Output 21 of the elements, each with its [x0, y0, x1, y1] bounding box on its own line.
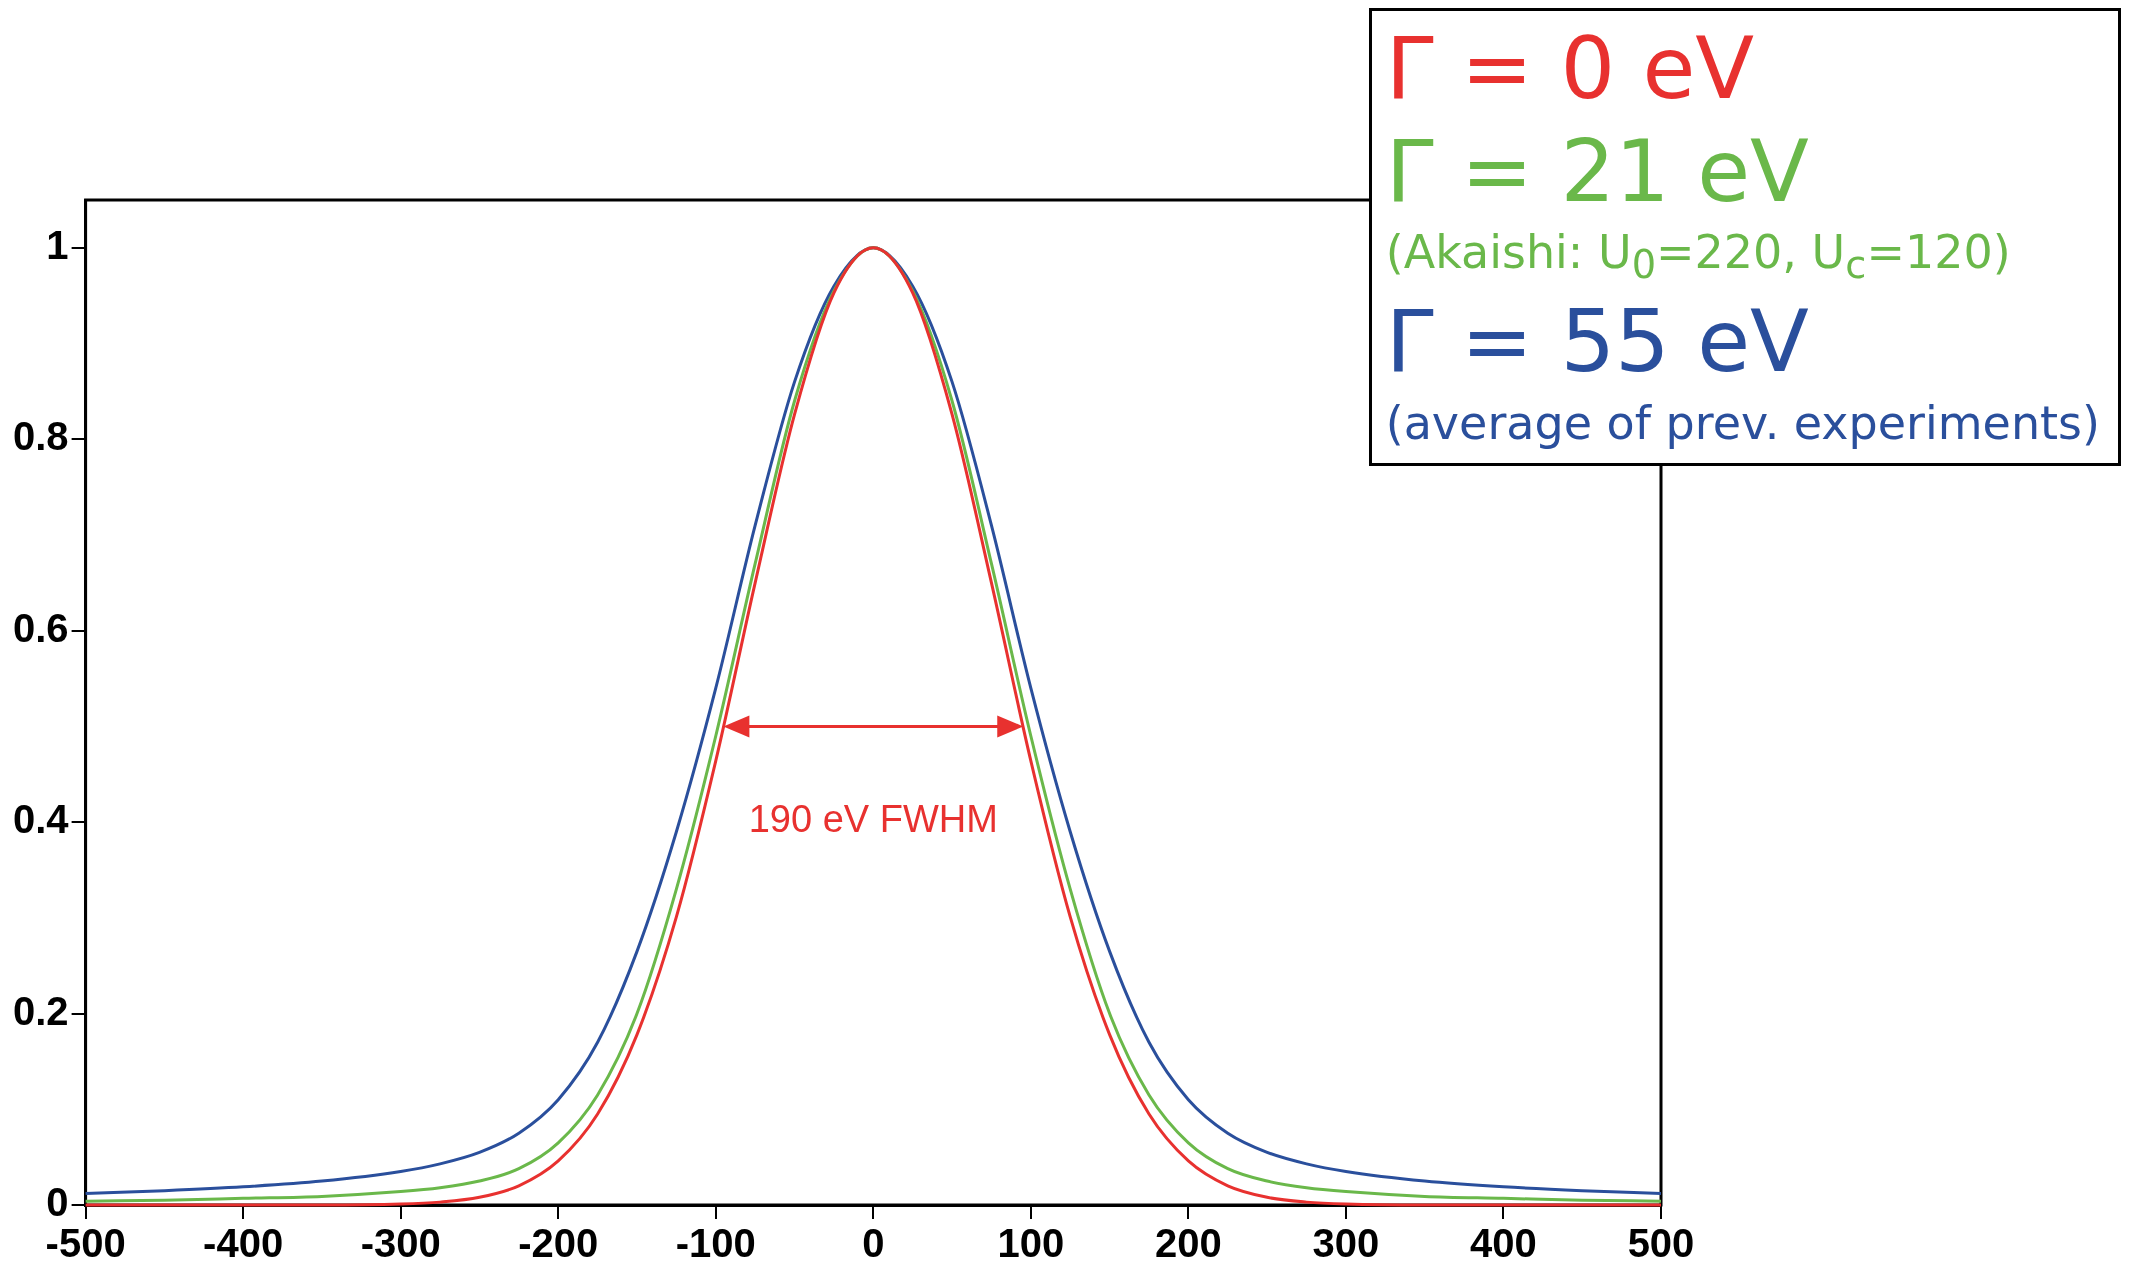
x-tick-label: 500	[1627, 1221, 1695, 1266]
x-tick-label: 0	[862, 1221, 885, 1266]
text: Γ = 0 eV	[1385, 17, 1756, 120]
annotation: (average of prev. experiments)	[1385, 394, 2100, 452]
x-tick-label: -100	[675, 1221, 756, 1266]
x-tick-label: 100	[997, 1221, 1065, 1266]
y-tick-label: 0.6	[13, 605, 69, 650]
annotation: (Akaishi: U$_{0}$=220, U$_{c}$=120)	[1385, 224, 2012, 290]
x-tick-label: 200	[1155, 1221, 1222, 1266]
x-tick-label: -300	[360, 1221, 441, 1266]
y-tick-label: 0.2	[13, 988, 69, 1033]
x-tick-label: 300	[1312, 1221, 1380, 1266]
y-tick-label: 0.4	[13, 797, 70, 842]
x-tick-label: 400	[1470, 1221, 1537, 1266]
annotation: 190 eV FWHM	[748, 797, 998, 840]
text: Γ = 55 eV	[1385, 290, 1810, 394]
x-tick-label: -200	[518, 1221, 599, 1266]
y-tick-label: 1	[46, 222, 69, 267]
y-tick-label: 0.8	[13, 414, 69, 459]
text: Γ = 21 eV	[1385, 120, 1810, 224]
x-tick-label: -400	[203, 1221, 284, 1266]
